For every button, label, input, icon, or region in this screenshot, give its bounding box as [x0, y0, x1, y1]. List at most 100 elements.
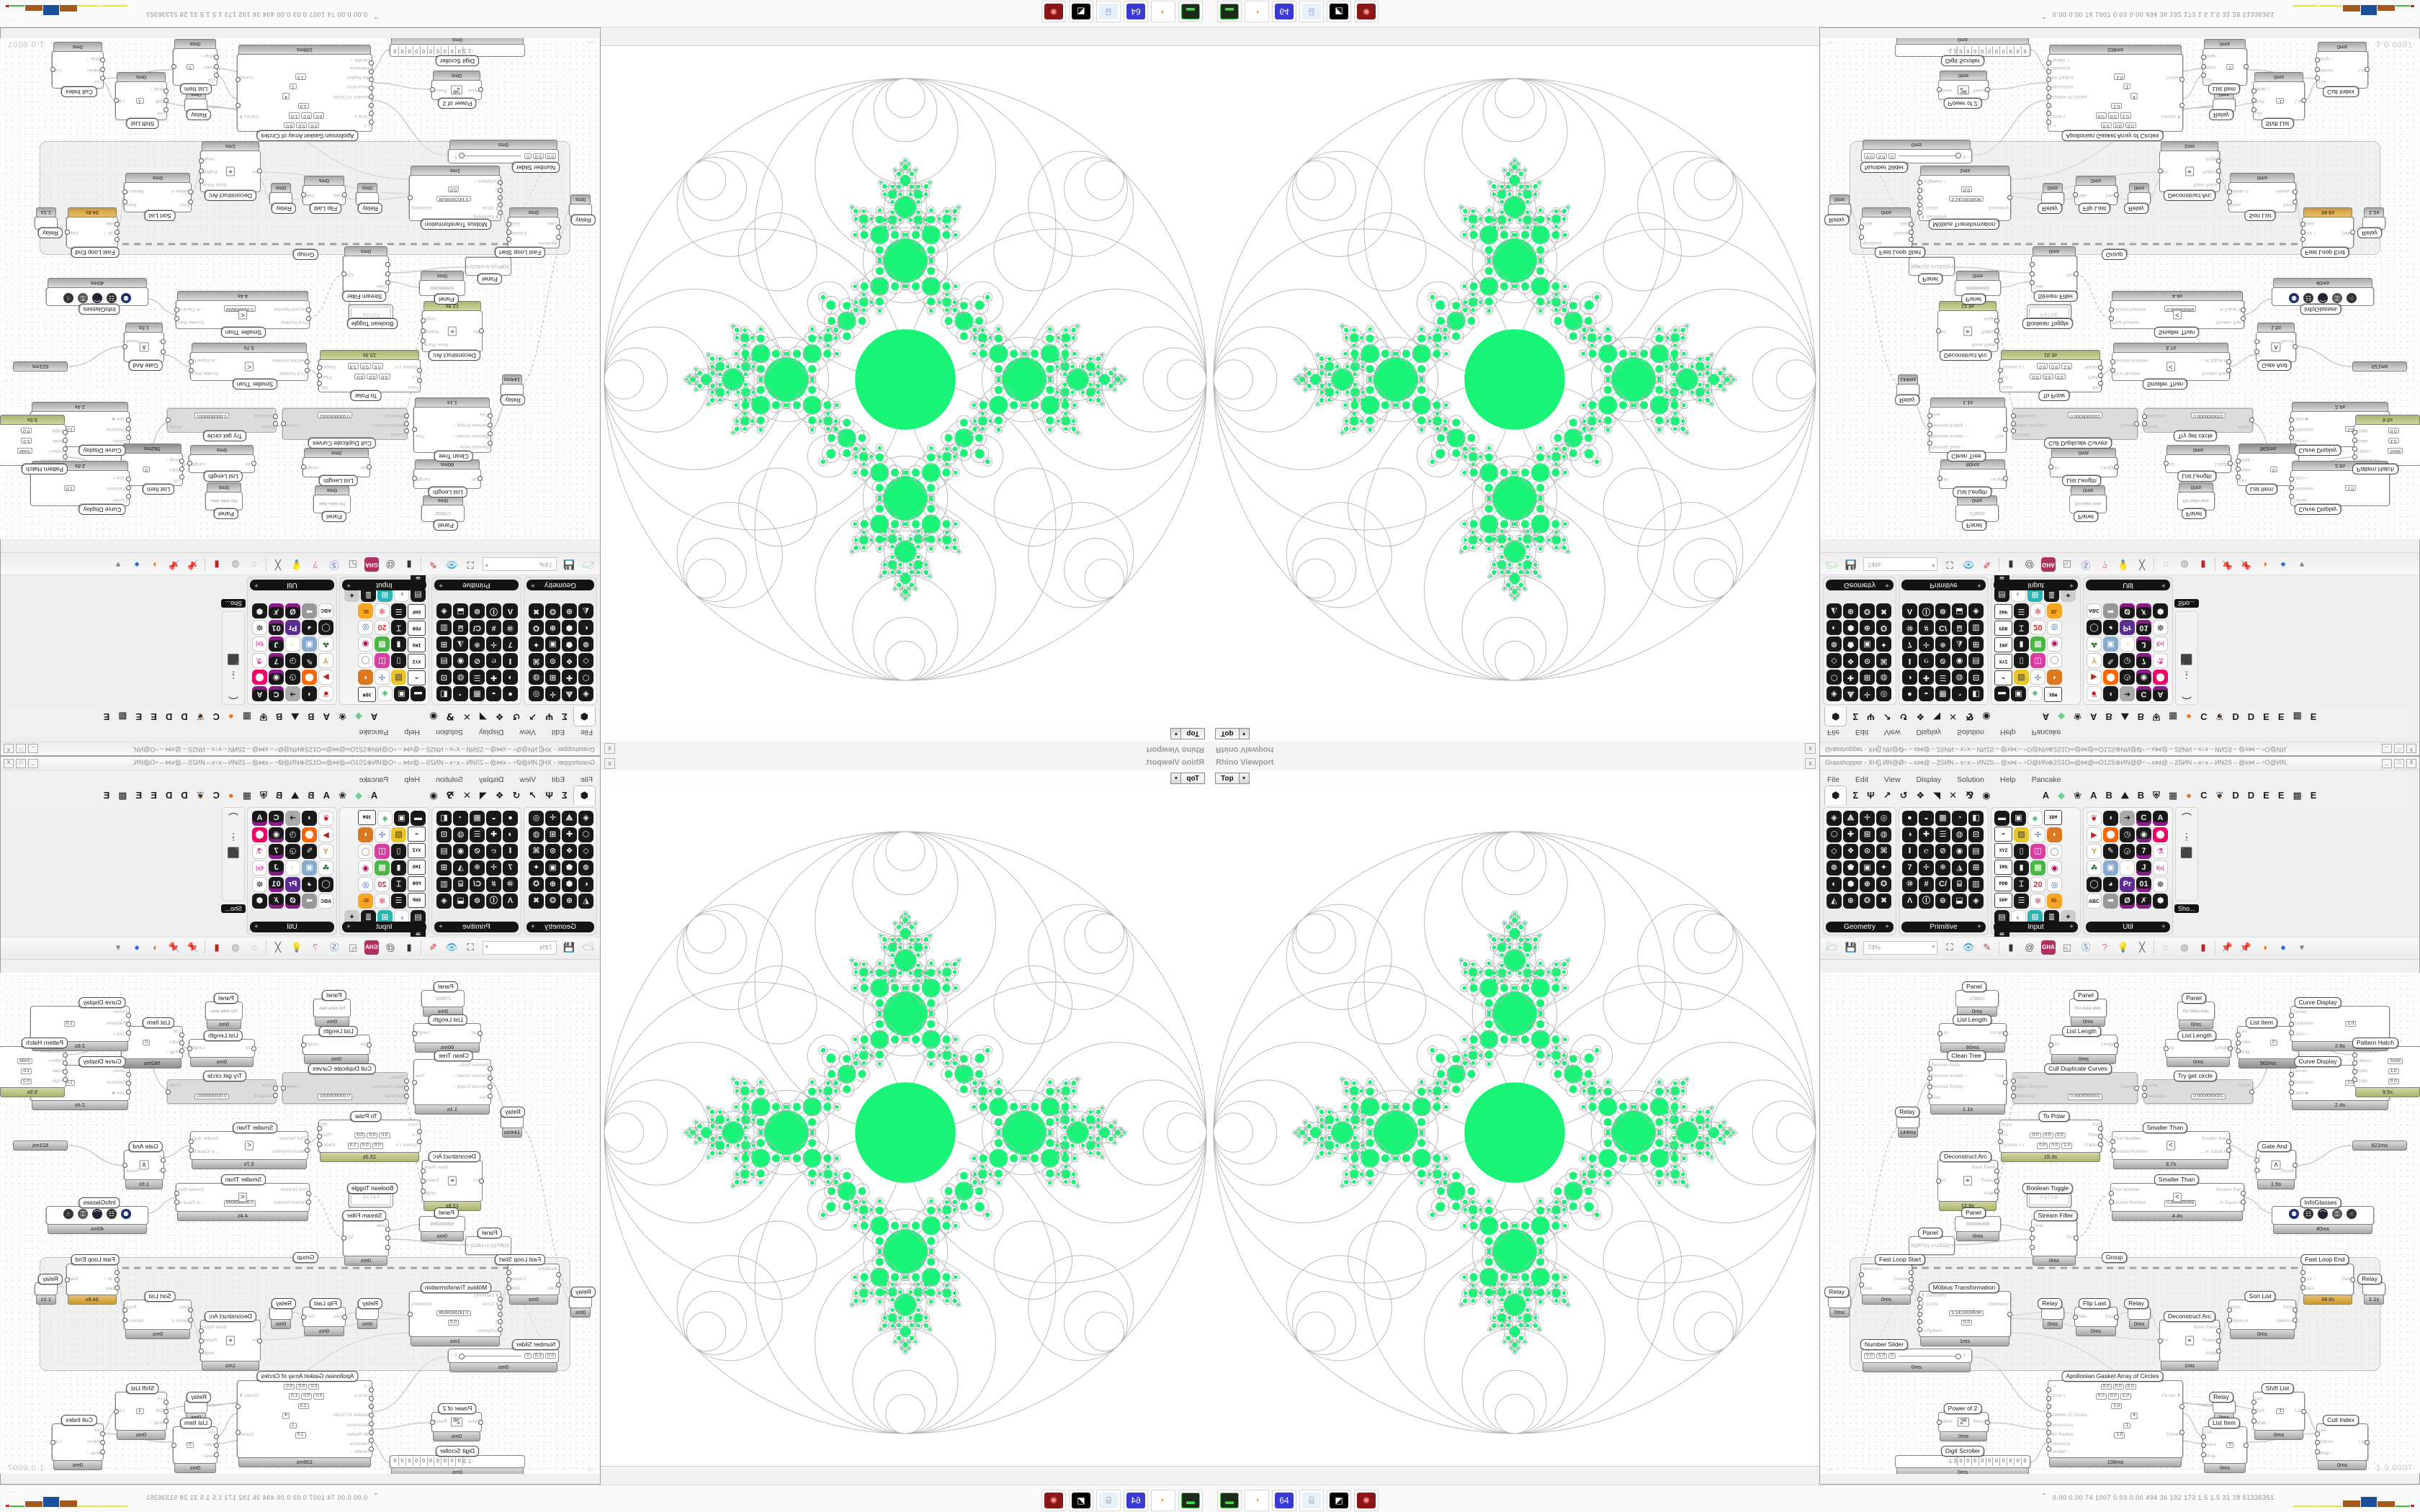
palette-icon[interactable]: ◈ — [436, 603, 452, 618]
node-label[interactable]: List Item — [2245, 1017, 2278, 1028]
show-more-icon[interactable]: ⌒ — [2182, 812, 2192, 824]
toolbar-cross-wires[interactable]: ╳ — [2139, 942, 2145, 953]
node-label[interactable]: Curve Display — [2294, 1056, 2341, 1067]
tab-E[interactable]: E — [2310, 711, 2317, 722]
palette-icon[interactable]: PDB — [1994, 876, 2012, 891]
gh-node-cull-index[interactable]: List Indices List Wrap ○ — [50, 51, 105, 89]
palette-icon[interactable]: ⊞ — [1968, 636, 1984, 652]
palette-icon[interactable]: ◔ — [1952, 811, 1967, 826]
palette-icon[interactable]: ◶ — [2120, 653, 2135, 668]
output-port[interactable] — [50, 67, 55, 72]
node-label[interactable]: Fast Loop End — [2300, 247, 2349, 258]
palette-icon[interactable]: # — [1919, 620, 1934, 635]
input-port[interactable] — [2300, 230, 2305, 235]
palette-icon[interactable]: ◔ — [2120, 636, 2135, 652]
gh-node-panel-sqrt[interactable]: (SQRT(2)-1+1/512)^1 — [1909, 1236, 1955, 1255]
input-port[interactable] — [257, 168, 262, 174]
node-label[interactable]: Relay — [1895, 395, 1919, 405]
node-label[interactable]: Shift List — [2261, 1383, 2294, 1394]
input-port[interactable] — [479, 1179, 484, 1184]
palette-icon[interactable]: ⊚ — [1827, 860, 1842, 876]
output-port[interactable] — [2365, 1440, 2370, 1445]
palette-icon[interactable]: ◉ — [2047, 860, 2062, 876]
input-port[interactable] — [2046, 68, 2051, 74]
gh-node-list-length-1[interactable]: List Length — [412, 469, 483, 489]
view-selector-button[interactable]: Top ▼ — [1170, 728, 1205, 739]
gh-node-fast-loop-start[interactable]: Iterations > Counter Data Data — [506, 1264, 561, 1295]
tab-Intersect[interactable]: ✕ — [1949, 790, 1958, 801]
palette-icon[interactable]: ◐ — [578, 877, 593, 892]
close-icon[interactable]: x — [1805, 758, 1816, 769]
palette-icon[interactable]: ◯ — [318, 877, 333, 892]
input-port[interactable] — [2109, 307, 2114, 312]
input-port[interactable] — [1927, 1084, 1932, 1090]
input-port[interactable] — [179, 467, 184, 472]
tab-Params[interactable]: ⬢ — [573, 707, 596, 726]
gh-node-list-item-1[interactable]: ListIndex0iWrap ○ — [171, 48, 219, 86]
palette-icon[interactable]: ❖ — [562, 653, 577, 668]
node-label[interactable]: Smaller Than — [2154, 1174, 2200, 1185]
input-port[interactable] — [214, 1452, 219, 1457]
output-port[interactable] — [171, 64, 176, 69]
palette-icon[interactable]: Pr — [2120, 877, 2135, 892]
palette-icon[interactable]: 3DM — [358, 687, 376, 702]
input-port[interactable] — [2142, 1085, 2147, 1091]
palette-icon[interactable]: 7 — [2136, 844, 2151, 859]
palette-icon[interactable]: ◍ — [1876, 827, 1891, 842]
palette-icon[interactable]: ◎ — [1876, 811, 1891, 826]
palette-icon[interactable]: ⬡ — [1827, 670, 1842, 685]
palette-icon[interactable]: ⊘ — [470, 844, 485, 859]
output-port[interactable] — [187, 461, 192, 466]
palette-icon[interactable]: ◐ — [1827, 877, 1842, 892]
input-port[interactable] — [2300, 1277, 2305, 1282]
palette-icon[interactable]: ❄ — [470, 860, 485, 876]
palette-icon[interactable]: ● — [1902, 811, 1917, 826]
output-port[interactable] — [2216, 1338, 2221, 1344]
toolbar-internalise[interactable]: @ — [2025, 942, 2035, 953]
gh-node-power-of-2[interactable]: Value Result 2ᴿ — [1937, 1412, 1990, 1432]
node-label[interactable]: InfoGlasses — [2300, 304, 2341, 315]
menu-item[interactable]: Solution — [1957, 728, 1984, 737]
tab-Intersect[interactable]: ✕ — [462, 790, 471, 801]
tab-⛰[interactable]: ⛰ — [2120, 790, 2129, 801]
tab-❦[interactable]: ❦ — [196, 711, 205, 722]
palette-icon[interactable]: Ⅰ — [1902, 844, 1917, 859]
palette-icon[interactable]: 20 — [375, 620, 390, 635]
palette-icon[interactable]: ▩ — [2030, 636, 2045, 652]
palette-icon[interactable]: ✗ — [2136, 603, 2151, 618]
input-port[interactable] — [273, 1085, 278, 1091]
gh-node-curve-display-1[interactable]: Curves Thickness 1.0 Color ▪ — [2289, 1006, 2390, 1042]
palette-icon[interactable]: ✖ — [529, 603, 544, 618]
palette-icon[interactable]: ◈ — [1968, 603, 1984, 618]
palette-icon[interactable]: ◈ — [578, 686, 593, 701]
node-label[interactable]: Power of 2 — [438, 1403, 477, 1414]
palette-icon[interactable]: ◕ — [302, 620, 317, 635]
tab-Curve[interactable]: ↺ — [512, 790, 521, 801]
palette-icon[interactable]: ✢ — [2030, 670, 2045, 685]
tab-⛰[interactable]: ⛰ — [291, 790, 300, 801]
tab-E[interactable]: E — [135, 790, 143, 801]
input-port[interactable] — [369, 60, 374, 66]
node-label[interactable]: Relay — [187, 109, 211, 120]
output-port[interactable] — [199, 158, 204, 163]
gh-node-cull-duplicate-curves[interactable]: Curves Match Direction Curves Tolerance 0.00… — [281, 1072, 409, 1104]
input-port[interactable] — [1917, 1312, 1922, 1317]
toolbar-gha-badge[interactable]: GHA — [2041, 940, 2056, 955]
input-port[interactable] — [2109, 1190, 2114, 1196]
input-port[interactable] — [163, 98, 169, 103]
output-port[interactable] — [2293, 344, 2298, 349]
node-label[interactable]: List Item — [142, 1017, 175, 1028]
node-label[interactable]: Clean Tree — [1947, 1050, 1986, 1061]
node-label[interactable]: Boolean Toggle — [2022, 318, 2074, 329]
palette-icon[interactable]: ∞ — [408, 670, 426, 685]
tab-◆[interactable]: ◆ — [354, 790, 362, 801]
node-label[interactable]: Panel — [2074, 990, 2098, 1001]
menu-item[interactable]: Solution — [436, 728, 463, 737]
node-label[interactable]: Shift List — [2261, 118, 2294, 129]
output-port[interactable] — [65, 230, 70, 235]
output-port[interactable] — [317, 373, 322, 378]
output-port[interactable] — [2134, 421, 2139, 426]
palette-icon[interactable]: ▣ — [302, 636, 317, 652]
palette-icon[interactable]: 01 — [269, 620, 284, 635]
palette-icon[interactable]: ✎ — [302, 844, 317, 859]
